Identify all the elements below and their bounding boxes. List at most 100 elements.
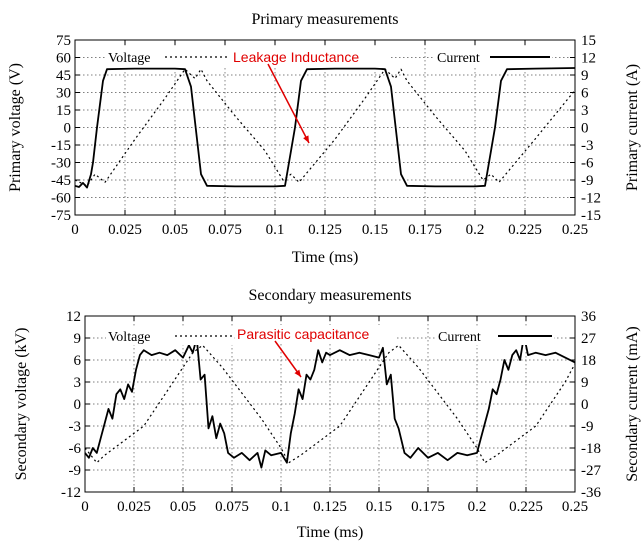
- secondary-series: [84, 334, 576, 469]
- secondary-x-axis-label: Time (ms): [297, 524, 364, 541]
- y-tick-label: 9: [74, 331, 82, 347]
- annotation-arrowhead: [303, 135, 309, 143]
- primary-chart: Voltage Current Leakage Inductance 0 0.02…: [7, 11, 641, 266]
- x-tick-label: 0.15: [366, 499, 392, 515]
- primary-annotation-bg: [231, 48, 391, 66]
- series-line-voltage-left: [84, 344, 576, 464]
- primary-legend-voltage-label: Voltage: [108, 51, 151, 66]
- y-tick-label: -30: [51, 156, 71, 172]
- y2-tick-label: -36: [581, 485, 601, 501]
- y-tick-label: 0: [74, 397, 82, 413]
- x-tick-label: 0.025: [117, 499, 151, 515]
- y-tick-label: 6: [74, 353, 82, 369]
- y2-tick-label: -12: [581, 191, 601, 207]
- x-tick-label: 0.25: [562, 499, 588, 515]
- x-tick-label: 0.075: [215, 499, 249, 515]
- primary-legend-current-label: Current: [437, 51, 480, 66]
- x-tick-label: 0.225: [508, 222, 542, 238]
- secondary-annotation-label: Parasitic capacitance: [237, 326, 370, 342]
- secondary-title: Secondary measurements: [248, 287, 411, 304]
- primary-y-axis-label: Primary voltage (V): [7, 63, 24, 192]
- y2-tick-label: -27: [581, 463, 601, 479]
- y-tick-label: 75: [56, 33, 71, 49]
- primary-annotation: Leakage Inductance: [231, 48, 391, 144]
- x-tick-label: 0.1: [266, 222, 285, 238]
- y-tick-label: 0: [64, 121, 72, 137]
- primary-legend-voltage-bg: [106, 48, 232, 66]
- series-line-current-right: [74, 67, 576, 189]
- x-tick-label: 0: [71, 222, 79, 238]
- secondary-annotation-bg: [235, 325, 395, 343]
- y-tick-label: -75: [51, 208, 71, 224]
- x-tick-label: 0.2: [466, 222, 485, 238]
- x-tick-label: 0.175: [411, 499, 445, 515]
- y-tick-label: 45: [56, 68, 71, 84]
- primary-legend: Voltage Current: [106, 48, 552, 66]
- secondary-legend-current-label: Current: [438, 330, 481, 345]
- primary-series: [74, 67, 576, 189]
- x-tick-label: 0.225: [509, 499, 543, 515]
- y2-tick-label: -3: [581, 138, 594, 154]
- y-tick-label: -3: [69, 419, 82, 435]
- y-tick-label: -12: [61, 485, 81, 501]
- series-line-voltage-left: [74, 68, 576, 187]
- secondary-annotation: Parasitic capacitance: [235, 325, 395, 378]
- x-tick-label: 0: [81, 499, 89, 515]
- secondary-legend: Voltage Current: [106, 327, 554, 345]
- x-tick-label: 0.1: [272, 499, 291, 515]
- y-tick-label: 30: [56, 86, 71, 102]
- y2-tick-label: 0: [581, 397, 589, 413]
- x-tick-label: 0.075: [208, 222, 242, 238]
- y-tick-label: -15: [51, 138, 71, 154]
- y-tick-label: -6: [69, 441, 82, 457]
- y-tick-label: 12: [66, 309, 81, 325]
- x-tick-label: 0.125: [308, 222, 342, 238]
- y-tick-label: -45: [51, 173, 71, 189]
- secondary-ticks: 0 0.025 0.05 0.075 0.1 0.125 0.15 0.175 0.2 0.225…: [61, 309, 601, 515]
- x-tick-label: 0.025: [108, 222, 142, 238]
- series-line-current-right: [84, 334, 576, 469]
- primary-title: Primary measurements: [251, 11, 398, 28]
- y-tick-label: -9: [69, 463, 82, 479]
- primary-y2-axis-label: Primary current (A): [624, 64, 641, 191]
- y2-tick-label: 3: [581, 103, 589, 119]
- secondary-legend-voltage-label: Voltage: [108, 330, 151, 345]
- y2-tick-label: -15: [581, 208, 601, 224]
- secondary-y-axis-label: Secondary voltage (kV): [13, 328, 30, 481]
- x-tick-label: 0.25: [562, 222, 588, 238]
- y2-tick-label: 9: [581, 68, 589, 84]
- y2-tick-label: 12: [581, 51, 596, 67]
- y2-tick-label: 9: [581, 375, 589, 391]
- x-tick-label: 0.2: [468, 499, 487, 515]
- x-tick-label: 0.175: [408, 222, 442, 238]
- y-tick-label: 15: [56, 103, 71, 119]
- y2-tick-label: 18: [581, 353, 596, 369]
- primary-x-axis-label: Time (ms): [292, 249, 359, 266]
- y2-tick-label: 15: [581, 33, 596, 49]
- y2-tick-label: 36: [581, 309, 597, 325]
- y2-tick-label: 6: [581, 86, 589, 102]
- x-tick-label: 0.125: [313, 499, 347, 515]
- secondary-annotation-arrow: [274, 340, 302, 378]
- secondary-legend-current-bg: [436, 327, 554, 345]
- y-tick-label: -60: [51, 191, 71, 207]
- primary-annotation-arrow: [267, 63, 310, 144]
- secondary-legend-voltage-bg: [106, 327, 234, 345]
- y2-tick-label: -6: [581, 156, 594, 172]
- y2-tick-label: 0: [581, 121, 589, 137]
- y-tick-label: 60: [56, 51, 71, 67]
- x-tick-label: 0.15: [362, 222, 388, 238]
- annotation-arrowhead: [294, 369, 301, 377]
- primary-ticks: 0 0.025 0.05 0.075 0.1 0.125 0.15 0.175 0.2 0.225…: [51, 33, 601, 238]
- x-tick-label: 0.05: [162, 222, 188, 238]
- y2-tick-label: -18: [581, 441, 601, 457]
- y2-tick-label: -9: [581, 173, 594, 189]
- y2-tick-label: 27: [581, 331, 597, 347]
- x-tick-label: 0.05: [170, 499, 196, 515]
- secondary-y2-axis-label: Secondary current (mA): [624, 326, 641, 482]
- y-tick-label: 3: [74, 375, 82, 391]
- y2-tick-label: -9: [581, 419, 594, 435]
